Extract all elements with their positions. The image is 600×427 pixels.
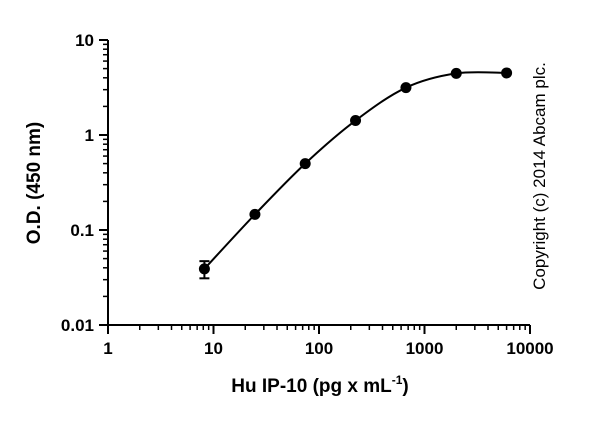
data-point	[400, 82, 412, 94]
data-point	[450, 67, 462, 79]
x-tick-label: 1000	[406, 339, 444, 358]
y-tick-label: 0.01	[61, 316, 94, 335]
point-layer	[198, 67, 513, 275]
x-axis-title: Hu IP-10 (pg x mL-1)	[231, 373, 408, 397]
y-tick-label: 0.1	[70, 221, 94, 240]
curve-layer	[203, 71, 507, 270]
copyright-annotation: Copyright (c) 2014 Abcam plc.	[530, 62, 549, 290]
ticks	[99, 39, 531, 334]
x-tick-label: 10	[204, 339, 223, 358]
data-point	[249, 208, 261, 220]
x-axis-title-superscript: -1	[392, 373, 403, 387]
data-point	[299, 158, 311, 170]
x-axis-title-close: )	[402, 376, 408, 397]
x-tick-label: 1	[103, 339, 112, 358]
y-tick-label: 1	[85, 126, 94, 145]
data-point	[350, 115, 362, 127]
data-point	[501, 67, 513, 79]
tick-labels: 1 10 100 1000 10000 0.01 0.1 1 10	[61, 31, 554, 358]
x-axis-title-main: Hu IP-10 (pg x mL	[231, 376, 392, 397]
y-axis-title: O.D. (450 nm)	[24, 122, 45, 244]
data-point	[198, 263, 210, 275]
x-tick-label: 100	[305, 339, 333, 358]
axes	[107, 40, 530, 326]
series-curve	[203, 71, 507, 270]
x-tick-label: 10000	[506, 339, 553, 358]
y-tick-label: 10	[75, 31, 94, 50]
